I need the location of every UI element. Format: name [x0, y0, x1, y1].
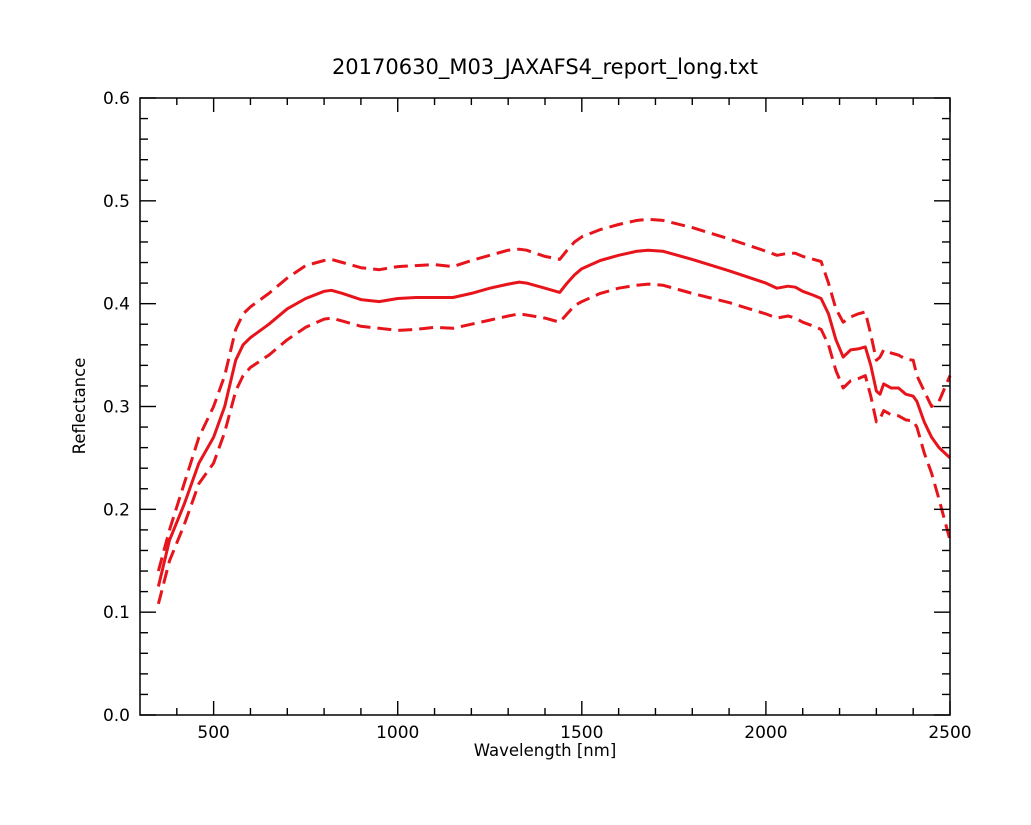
y-tick-label: 0.3 [103, 398, 130, 418]
x-axis-label: Wavelength [nm] [474, 741, 617, 760]
axis-ticks: 500 1000 1500 2000 2500 0.0 0.1 0.2 0.3 0.4 0.5 0.6 [103, 89, 972, 743]
x-tick-label: 500 [197, 723, 229, 743]
y-tick-label: 0.4 [103, 295, 130, 315]
x-tick-label: 1500 [560, 723, 603, 743]
y-tick-label: 0.5 [103, 192, 130, 212]
series-line-upper [156, 217, 952, 572]
series-line-lower [156, 282, 952, 605]
plot-frame [139, 97, 951, 716]
y-tick-label: 0.0 [103, 706, 130, 726]
y-axis-label: Reflectance [70, 358, 89, 455]
y-tick-label: 0.2 [103, 500, 130, 520]
plot-area [156, 217, 952, 605]
x-tick-label: 2000 [744, 723, 787, 743]
y-tick-label: 0.1 [103, 603, 130, 623]
x-tick-label: 2500 [928, 723, 971, 743]
series-line-mean [156, 248, 952, 587]
x-tick-label: 1000 [376, 723, 419, 743]
y-tick-label: 0.6 [103, 89, 130, 109]
chart-title: 20170630_M03_JAXAFS4_report_long.txt [332, 55, 758, 80]
